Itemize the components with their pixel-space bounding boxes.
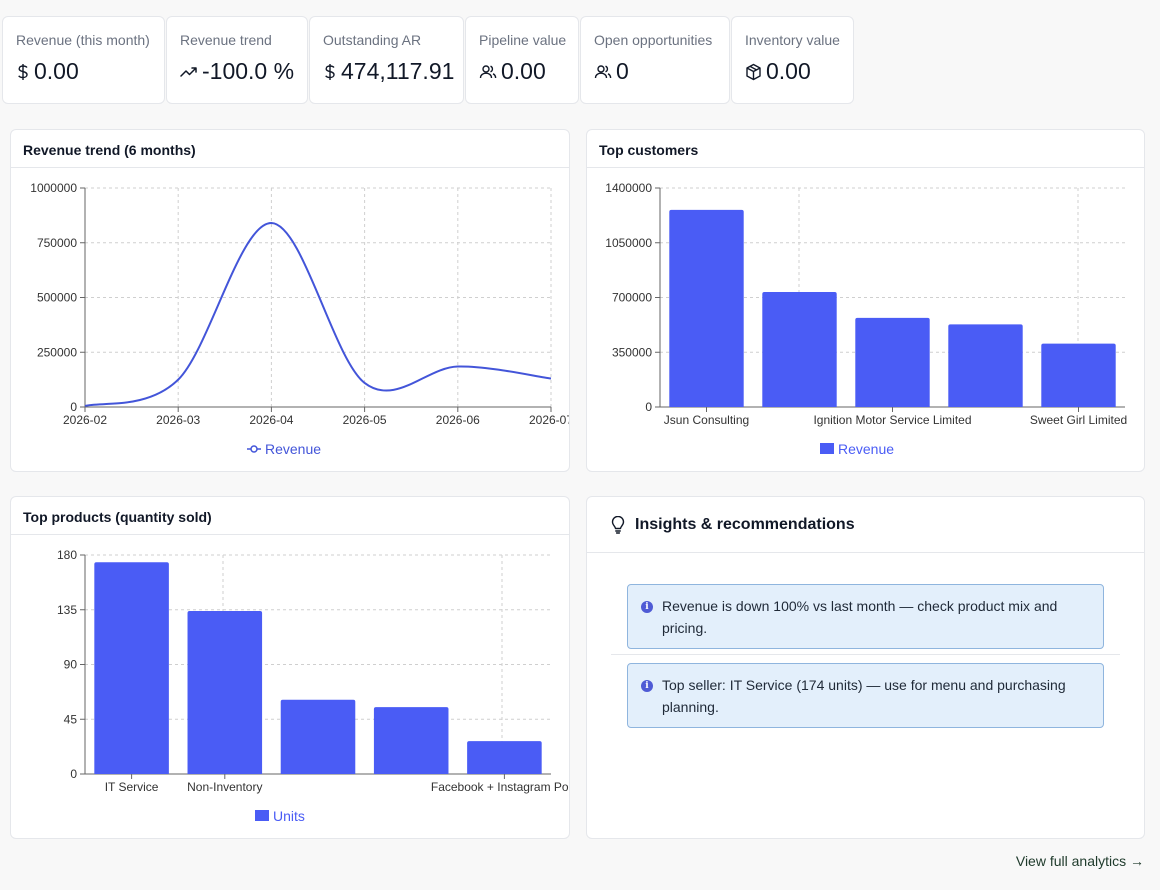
card-title: Top products (quantity sold) bbox=[11, 497, 569, 535]
kpi-label: Revenue trend bbox=[180, 32, 272, 48]
x-tick-label: Jsun Consulting bbox=[664, 413, 749, 427]
users-icon bbox=[479, 64, 497, 80]
kpi-card-open-opportunities: Open opportunities 0 bbox=[580, 16, 730, 104]
x-tick-label: Non-Inventory bbox=[187, 780, 262, 794]
bar bbox=[280, 699, 356, 774]
y-tick-label: 500000 bbox=[37, 291, 77, 305]
kpi-value: 0.00 bbox=[766, 58, 811, 84]
x-tick-label: IT Service bbox=[105, 780, 159, 794]
kpi-label: Open opportunities bbox=[594, 32, 713, 48]
bar bbox=[855, 317, 930, 407]
legend-label: Revenue bbox=[838, 441, 894, 457]
kpi-label: Pipeline value bbox=[479, 32, 567, 48]
y-tick-label: 350000 bbox=[612, 345, 652, 359]
users-icon bbox=[594, 64, 612, 80]
bar bbox=[669, 209, 744, 407]
y-tick-label: 1000000 bbox=[30, 181, 77, 195]
kpi-card-pipeline-value: Pipeline value 0.00 bbox=[465, 16, 579, 104]
view-full-analytics-link[interactable]: View full analytics → bbox=[1015, 853, 1144, 869]
x-tick-label: 2026-07 bbox=[529, 413, 570, 427]
bar bbox=[187, 610, 263, 774]
y-tick-label: 1050000 bbox=[605, 236, 652, 250]
legend-marker bbox=[250, 445, 258, 453]
x-tick-label: 2026-04 bbox=[249, 413, 293, 427]
y-tick-label: 90 bbox=[64, 658, 78, 672]
dollar-icon bbox=[16, 63, 30, 81]
insights-card: Insights & recommendations i Revenue is … bbox=[586, 496, 1145, 839]
insight-text: Revenue is down 100% vs last month — che… bbox=[662, 598, 1058, 636]
x-tick-label: 2026-03 bbox=[156, 413, 200, 427]
y-tick-label: 250000 bbox=[37, 345, 77, 359]
info-icon: i bbox=[641, 680, 653, 692]
kpi-card-revenue-month: Revenue (this month) 0.00 bbox=[2, 16, 165, 104]
bar bbox=[1041, 343, 1116, 407]
divider bbox=[611, 654, 1120, 655]
legend-label: Units bbox=[273, 808, 305, 824]
insight-alert: i Revenue is down 100% vs last month — c… bbox=[627, 584, 1104, 649]
kpi-value: 0.00 bbox=[501, 58, 546, 84]
y-tick-label: 180 bbox=[57, 548, 77, 562]
y-tick-label: 0 bbox=[70, 767, 77, 781]
top-products-chart: 0 45 90 135 180 IT Service Non-Inventory Facebo… bbox=[57, 548, 570, 824]
bar bbox=[94, 562, 169, 774]
revenue-trend-chart: 0 250000 500000 750000 1000000 2026-02 2026-03… bbox=[30, 181, 570, 457]
kpi-label: Inventory value bbox=[745, 32, 840, 48]
x-tick-label: Facebook + Instagram Post bbox=[431, 780, 570, 794]
box-icon bbox=[745, 63, 762, 81]
y-tick-label: 45 bbox=[64, 712, 78, 726]
legend-swatch bbox=[255, 810, 269, 821]
bar bbox=[467, 741, 542, 774]
y-tick-label: 1400000 bbox=[605, 181, 652, 195]
card-title: Top customers bbox=[587, 130, 1144, 168]
top-customers-chart: 0 350000 700000 1050000 1400000 Jsun Consulti… bbox=[605, 181, 1127, 457]
insight-text: Top seller: IT Service (174 units) — use… bbox=[662, 677, 1066, 715]
revenue-series-line bbox=[84, 222, 552, 407]
y-tick-label: 135 bbox=[57, 603, 77, 617]
revenue-trend-card: Revenue trend (6 months) 0 250000 500000 75… bbox=[10, 129, 570, 472]
bar bbox=[948, 324, 1023, 407]
x-tick-label: 2026-05 bbox=[343, 413, 387, 427]
kpi-card-revenue-trend: Revenue trend -100.0 % bbox=[166, 16, 308, 104]
kpi-value: -100.0 % bbox=[202, 58, 295, 84]
y-tick-label: 700000 bbox=[612, 291, 652, 305]
card-title: Revenue trend (6 months) bbox=[11, 130, 569, 168]
kpi-value: 0 bbox=[616, 58, 629, 84]
dollar-icon bbox=[323, 63, 337, 81]
kpi-value: 474,117.91 bbox=[341, 58, 455, 84]
kpi-value: 0.00 bbox=[34, 58, 79, 84]
x-tick-label: 2026-02 bbox=[63, 413, 107, 427]
lightbulb-icon bbox=[611, 515, 625, 534]
legend-label: Revenue bbox=[265, 441, 321, 457]
insights-title: Insights & recommendations bbox=[635, 515, 855, 533]
bar bbox=[762, 292, 837, 407]
bar bbox=[373, 707, 449, 774]
insight-alert: i Top seller: IT Service (174 units) — u… bbox=[627, 663, 1104, 728]
info-icon: i bbox=[641, 601, 653, 613]
x-tick-label: Ignition Motor Service Limited bbox=[813, 413, 971, 427]
y-tick-label: 0 bbox=[645, 400, 652, 414]
y-tick-label: 0 bbox=[70, 400, 77, 414]
kpi-label: Outstanding AR bbox=[323, 32, 422, 48]
kpi-label: Revenue (this month) bbox=[16, 32, 150, 48]
legend-swatch bbox=[820, 443, 834, 454]
y-tick-label: 750000 bbox=[37, 236, 77, 250]
kpi-card-inventory-value: Inventory value 0.00 bbox=[731, 16, 854, 104]
top-products-card: Top products (quantity sold) 0 45 90 135 180… bbox=[10, 496, 570, 839]
top-customers-card: Top customers 0 350000 700000 1050000 140000… bbox=[586, 129, 1145, 472]
x-tick-label: Sweet Girl Limited bbox=[1030, 413, 1127, 427]
x-tick-label: 2026-06 bbox=[436, 413, 480, 427]
trend-icon bbox=[180, 65, 198, 79]
kpi-card-outstanding-ar: Outstanding AR 474,117.91 bbox=[309, 16, 464, 104]
